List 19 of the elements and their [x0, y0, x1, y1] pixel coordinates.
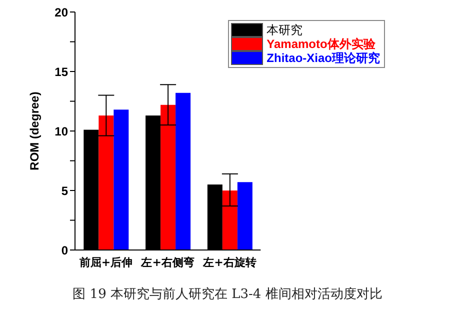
x-tick-label: 左+右侧弯: [140, 256, 194, 269]
bar: [176, 92, 191, 250]
legend-label: Zhitao-Xiao理论研究: [266, 50, 380, 66]
bar: [114, 110, 129, 250]
bar: [98, 116, 114, 250]
bar: [222, 190, 238, 250]
y-axis-title: ROM (degree): [27, 92, 42, 170]
y-tick-label: 5: [61, 184, 68, 198]
y-tick-label: 15: [54, 64, 68, 79]
legend-label: Yamamoto体外实验: [266, 36, 376, 52]
x-tick-label: 前屈+后伸: [78, 256, 133, 269]
caption: 图 19 本研究与前人研究在 L3-4 椎间相对活动度对比: [72, 286, 384, 303]
legend-label: 本研究: [266, 22, 303, 38]
bar: [160, 104, 176, 250]
y-tick-label: 20: [54, 5, 68, 20]
x-tick-label: 左+右旋转: [202, 256, 256, 269]
bar: [237, 182, 252, 250]
y-tick-label: 10: [54, 124, 68, 138]
y-tick-label: 0: [61, 243, 68, 258]
